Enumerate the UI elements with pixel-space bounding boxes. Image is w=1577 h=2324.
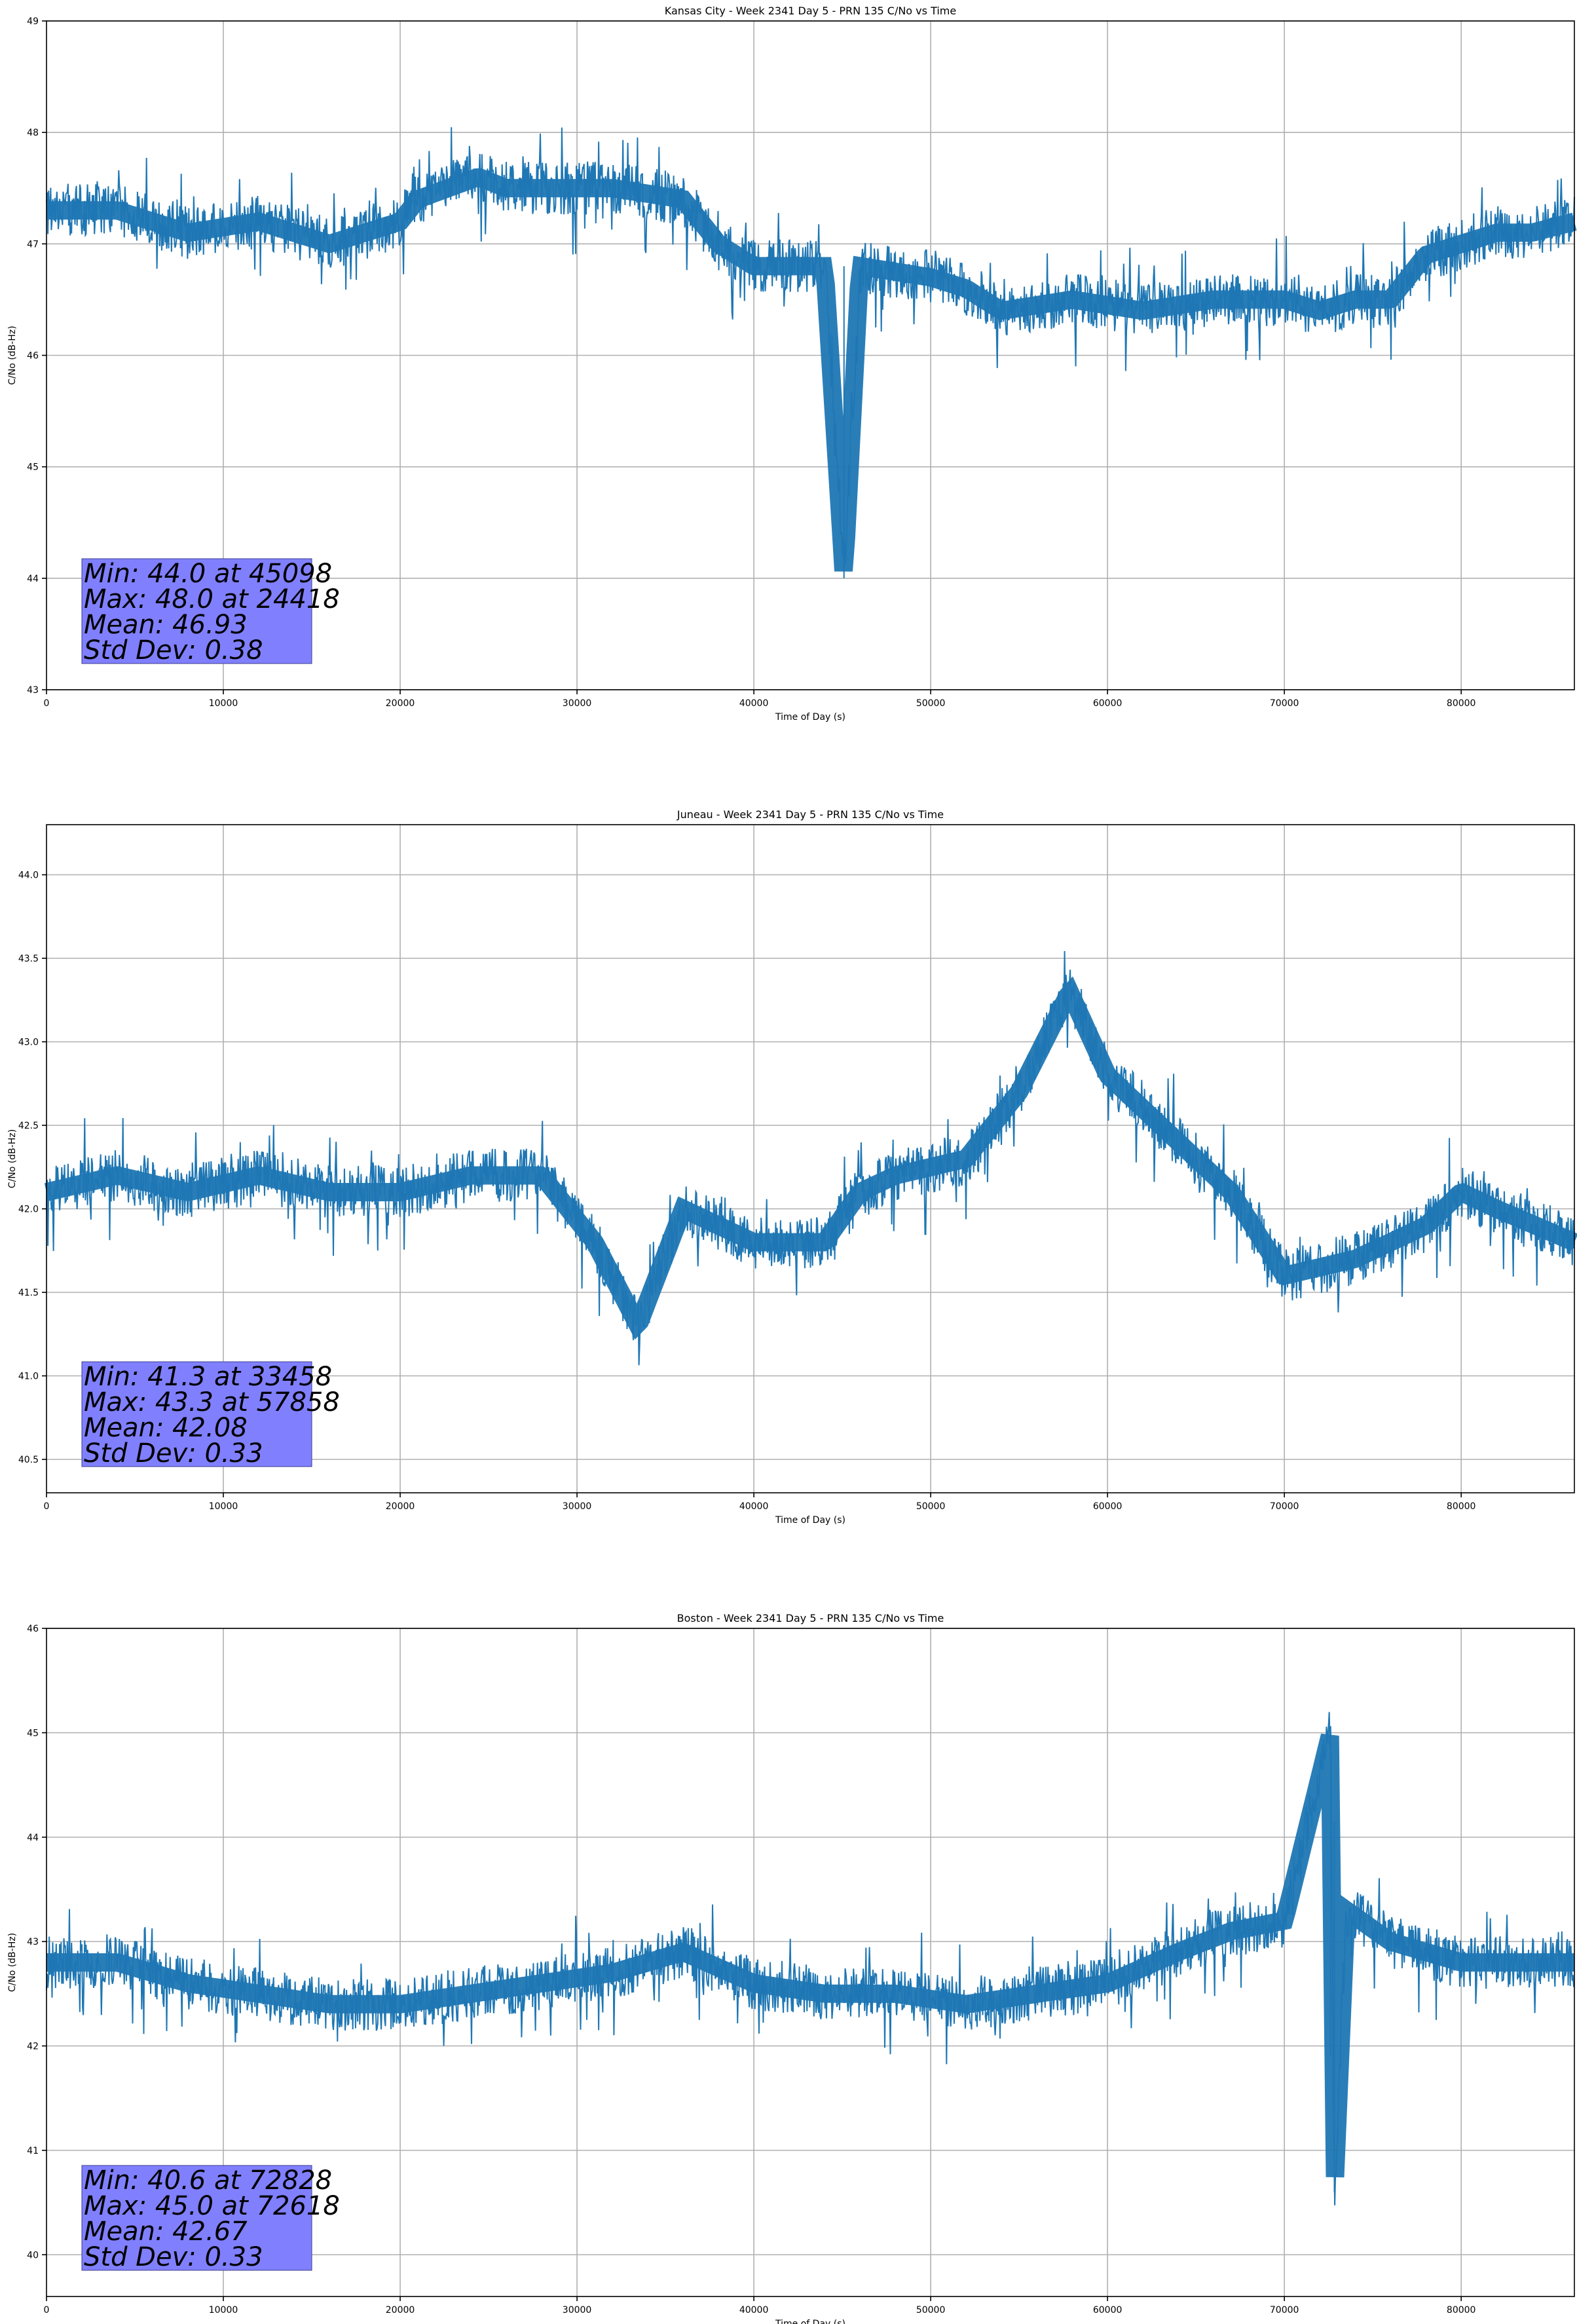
- stats-box: [81, 1361, 312, 1467]
- y-axis-label: C/No (dB-Hz): [7, 1129, 18, 1188]
- y-tick-label: 45: [27, 462, 39, 473]
- stats-min: Min: 44.0 at 45098: [84, 559, 332, 589]
- stats-std-dev: Std Dev: 0.33: [84, 2242, 263, 2272]
- stats-std-dev: Std Dev: 0.38: [84, 635, 263, 665]
- axes-frame: [46, 824, 1575, 1493]
- x-tick-label: 20000: [386, 2305, 415, 2315]
- y-tick-label: 49: [27, 16, 39, 27]
- x-tick-label: 30000: [563, 2305, 592, 2315]
- stats-box: [81, 2165, 312, 2271]
- x-tick-label: 80000: [1447, 698, 1476, 709]
- cno-series-line: [46, 950, 1575, 1366]
- stats-min: Min: 41.3 at 33458: [84, 1362, 332, 1392]
- y-tick-label: 43: [27, 685, 39, 696]
- y-tick-label: 42.0: [18, 1205, 39, 1215]
- y-axis-label: C/No (dB-Hz): [7, 326, 18, 384]
- x-axis-label: Time of Day (s): [775, 1515, 845, 1526]
- y-axis-label: C/No (dB-Hz): [7, 1933, 18, 1992]
- stats-max: Max: 48.0 at 24418: [84, 584, 340, 614]
- x-tick-label: 50000: [916, 698, 946, 709]
- y-tick-label: 41.0: [18, 1372, 39, 1382]
- y-tick-label: 44.0: [18, 871, 39, 881]
- x-tick-label: 70000: [1270, 1501, 1299, 1512]
- stats-max: Max: 45.0 at 72618: [84, 2191, 340, 2221]
- cno-series-band: [46, 1733, 1574, 2178]
- x-tick-label: 10000: [209, 1501, 238, 1512]
- y-tick-label: 42: [27, 2042, 39, 2052]
- x-axis-label: Time of Day (s): [775, 2319, 845, 2324]
- y-tick-label: 44: [27, 1833, 39, 1843]
- x-tick-label: 80000: [1447, 1501, 1476, 1512]
- x-tick-label: 30000: [563, 698, 592, 709]
- x-tick-label: 0: [44, 698, 50, 709]
- x-tick-label: 50000: [916, 1501, 946, 1512]
- y-tick-label: 40.5: [18, 1455, 39, 1465]
- chart-title: Juneau - Week 2341 Day 5 - PRN 135 C/No …: [677, 808, 944, 821]
- cno-series-band: [44, 976, 1577, 1340]
- y-tick-label: 46: [27, 351, 39, 362]
- x-tick-label: 70000: [1270, 2305, 1299, 2315]
- stats-mean: Mean: 46.93: [84, 610, 248, 640]
- y-tick-label: 48: [27, 128, 39, 138]
- y-tick-label: 41: [27, 2146, 39, 2156]
- stats-mean: Mean: 42.67: [84, 2217, 248, 2247]
- y-tick-label: 40: [27, 2250, 39, 2260]
- chart-panel-0: 0 10000 20000 30000 40000 50000 60000 70000 8000…: [7, 5, 1577, 722]
- x-tick-label: 60000: [1093, 698, 1122, 709]
- x-tick-label: 40000: [739, 1501, 769, 1512]
- chart-panel-2: 0 10000 20000 30000 40000 50000 60000 70000 8000…: [7, 1612, 1575, 2324]
- x-tick-label: 20000: [386, 698, 415, 709]
- chart-panel-1: 0 10000 20000 30000 40000 50000 60000 70000 8000…: [7, 808, 1577, 1526]
- x-tick-label: 20000: [386, 1501, 415, 1512]
- stats-box: [81, 558, 312, 664]
- x-tick-label: 60000: [1093, 2305, 1122, 2315]
- x-tick-label: 0: [44, 2305, 50, 2315]
- x-tick-label: 40000: [739, 698, 769, 709]
- x-tick-label: 10000: [209, 698, 238, 709]
- stats-min: Min: 40.6 at 72828: [84, 2165, 332, 2196]
- x-tick-label: 60000: [1093, 1501, 1122, 1512]
- y-tick-label: 44: [27, 574, 39, 584]
- x-tick-label: 10000: [209, 2305, 238, 2315]
- y-tick-label: 43: [27, 1937, 39, 1947]
- x-tick-label: 50000: [916, 2305, 946, 2315]
- stats-max: Max: 43.3 at 57858: [84, 1387, 340, 1417]
- axes-frame: [46, 1628, 1575, 2297]
- x-tick-label: 30000: [563, 1501, 592, 1512]
- x-tick-label: 40000: [739, 2305, 769, 2315]
- stats-std-dev: Std Dev: 0.33: [84, 1438, 263, 1469]
- cno-series-band: [46, 168, 1577, 572]
- stats-mean: Mean: 42.08: [84, 1413, 248, 1443]
- y-tick-label: 43.5: [18, 954, 39, 964]
- y-tick-label: 45: [27, 1728, 39, 1738]
- chart-title: Boston - Week 2341 Day 5 - PRN 135 C/No …: [677, 1612, 944, 1624]
- cno-series-line: [46, 127, 1575, 572]
- chart-panels: 0 10000 20000 30000 40000 50000 60000 70000 8000…: [7, 5, 1577, 2324]
- y-tick-label: 42.5: [18, 1121, 39, 1131]
- x-tick-label: 0: [44, 1501, 50, 1512]
- x-tick-label: 80000: [1447, 2305, 1476, 2315]
- y-tick-label: 41.5: [18, 1288, 39, 1298]
- x-tick-label: 70000: [1270, 698, 1299, 709]
- x-axis-label: Time of Day (s): [775, 712, 845, 722]
- y-tick-label: 46: [27, 1624, 39, 1634]
- y-tick-label: 47: [27, 239, 39, 250]
- y-tick-label: 43.0: [18, 1038, 39, 1048]
- chart-title: Kansas City - Week 2341 Day 5 - PRN 135 …: [665, 5, 956, 17]
